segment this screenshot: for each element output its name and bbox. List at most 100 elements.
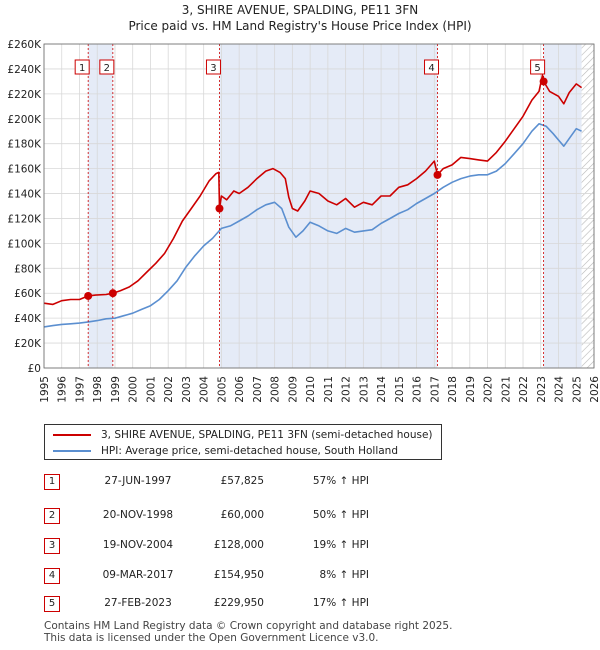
x-tick-label: 2025 — [571, 376, 583, 403]
sale-label: 1 — [79, 63, 85, 74]
transaction-date: 20-NOV-1998 — [102, 509, 174, 521]
sale-label: 3 — [210, 63, 216, 74]
transaction-hpi: 8% ↑ HPI — [319, 569, 369, 581]
legend-item-property: 3, SHIRE AVENUE, SPALDING, PE11 3FN (sem… — [53, 429, 433, 441]
y-tick-label: £120K — [7, 213, 42, 225]
legend-label-hpi: HPI: Average price, semi-detached house,… — [101, 445, 398, 457]
sale-label: 4 — [428, 63, 434, 74]
x-tick-label: 2000 — [128, 376, 140, 403]
transaction-row: 2 20-NOV-1998 £60,000 50% ↑ HPI — [44, 506, 464, 526]
transaction-row: 4 09-MAR-2017 £154,950 8% ↑ HPI — [44, 566, 464, 586]
transaction-row: 3 19-NOV-2004 £128,000 19% ↑ HPI — [44, 536, 464, 556]
x-tick-label: 2014 — [376, 376, 388, 403]
transaction-row: 1 27-JUN-1997 £57,825 57% ↑ HPI — [44, 472, 464, 492]
y-tick-label: £0 — [28, 363, 41, 375]
x-tick-label: 2021 — [500, 376, 512, 403]
x-tick-label: 2023 — [536, 376, 548, 403]
y-tick-label: £60K — [14, 288, 42, 300]
transaction-hpi: 57% ↑ HPI — [312, 475, 369, 487]
sale-label-box — [530, 59, 546, 75]
sale-marker — [215, 204, 224, 213]
x-tick-label: 2008 — [270, 376, 282, 403]
x-tick-label: 2018 — [447, 376, 459, 403]
sale-label-box — [205, 59, 221, 75]
sale-label-box — [99, 59, 115, 75]
legend-label-property: 3, SHIRE AVENUE, SPALDING, PE11 3FN (sem… — [101, 429, 433, 441]
transaction-price: £229,950 — [213, 597, 264, 609]
transaction-date: 09-MAR-2017 — [102, 569, 174, 581]
y-tick-label: £20K — [14, 338, 42, 350]
x-tick-label: 2011 — [323, 376, 335, 403]
ownership-shade — [88, 44, 113, 368]
future-hatch — [581, 44, 594, 368]
series-line-hpi — [43, 123, 582, 328]
sale-label-box — [74, 59, 90, 75]
x-tick-label: 2010 — [305, 376, 317, 403]
x-tick-label: 2019 — [465, 376, 477, 403]
x-tick-label: 1997 — [74, 376, 86, 403]
x-tick-label: 2013 — [358, 376, 370, 403]
x-tick-label: 1998 — [92, 376, 104, 403]
footer: Contains HM Land Registry data © Crown c… — [44, 620, 452, 644]
transaction-price: £60,000 — [220, 509, 264, 521]
y-tick-label: £140K — [7, 189, 42, 201]
chart-title: 3, SHIRE AVENUE, SPALDING, PE11 3FN — [182, 3, 418, 17]
series-line-property — [43, 74, 583, 306]
x-tick-label: 2016 — [412, 376, 424, 403]
sale-marker — [108, 289, 117, 298]
x-tick-label: 1996 — [57, 376, 69, 403]
sale-label: 5 — [534, 63, 540, 74]
transaction-number: 1 — [44, 474, 60, 490]
y-tick-label: £200K — [7, 114, 42, 126]
sale-label-box — [424, 59, 440, 75]
x-tick-label: 2020 — [483, 376, 495, 403]
sale-marker — [433, 170, 442, 179]
sale-marker — [539, 77, 548, 86]
y-tick-label: £100K — [7, 238, 42, 250]
price-chart: 3, SHIRE AVENUE, SPALDING, PE11 3FN Pric… — [7, 3, 600, 403]
transaction-number: 2 — [44, 508, 60, 524]
y-tick-label: £40K — [14, 313, 42, 325]
x-tick-label: 2022 — [518, 376, 530, 403]
x-tick-label: 2005 — [216, 376, 228, 403]
x-tick-label: 1999 — [110, 376, 122, 403]
transaction-date: 19-NOV-2004 — [102, 539, 174, 551]
transaction-hpi: 50% ↑ HPI — [312, 509, 369, 521]
x-tick-label: 2002 — [163, 376, 175, 403]
ownership-shade — [543, 44, 582, 368]
x-tick-label: 2004 — [199, 376, 211, 403]
x-tick-label: 2024 — [554, 376, 566, 403]
y-tick-label: £240K — [7, 64, 42, 76]
x-tick-label: 2015 — [394, 376, 406, 403]
x-tick-label: 2006 — [234, 376, 246, 403]
y-tick-label: £160K — [7, 164, 42, 176]
legend-swatch-property — [53, 434, 91, 436]
sale-label: 2 — [104, 63, 110, 74]
legend: 3, SHIRE AVENUE, SPALDING, PE11 3FN (sem… — [44, 424, 442, 460]
transaction-date: 27-JUN-1997 — [104, 475, 172, 487]
x-tick-label: 2009 — [287, 376, 299, 403]
y-tick-label: £260K — [7, 39, 42, 51]
y-tick-label: £180K — [7, 139, 42, 151]
footer-licence: This data is licensed under the Open Gov… — [44, 632, 379, 644]
x-tick-label: 2017 — [429, 376, 441, 403]
legend-item-hpi: HPI: Average price, semi-detached house,… — [53, 445, 398, 457]
transaction-price: £154,950 — [213, 569, 264, 581]
footer-copyright: Contains HM Land Registry data © Crown c… — [44, 620, 453, 632]
transaction-price: £57,825 — [220, 475, 264, 487]
transaction-date: 27-FEB-2023 — [104, 597, 172, 609]
x-tick-label: 2001 — [145, 376, 157, 403]
y-tick-label: £80K — [14, 263, 42, 275]
transaction-number: 4 — [44, 568, 60, 584]
x-tick-label: 2012 — [341, 376, 353, 403]
sale-marker — [84, 291, 93, 300]
transaction-hpi: 17% ↑ HPI — [312, 597, 369, 609]
x-tick-label: 2007 — [252, 376, 264, 403]
transaction-row: 5 27-FEB-2023 £229,950 17% ↑ HPI — [44, 594, 464, 614]
chart-subtitle: Price paid vs. HM Land Registry's House … — [128, 19, 471, 33]
y-tick-label: £220K — [7, 89, 42, 101]
x-tick-label: 1995 — [39, 376, 51, 403]
plot-frame — [43, 43, 595, 369]
x-tick-label: 2026 — [589, 376, 600, 403]
transaction-number: 5 — [44, 596, 60, 612]
